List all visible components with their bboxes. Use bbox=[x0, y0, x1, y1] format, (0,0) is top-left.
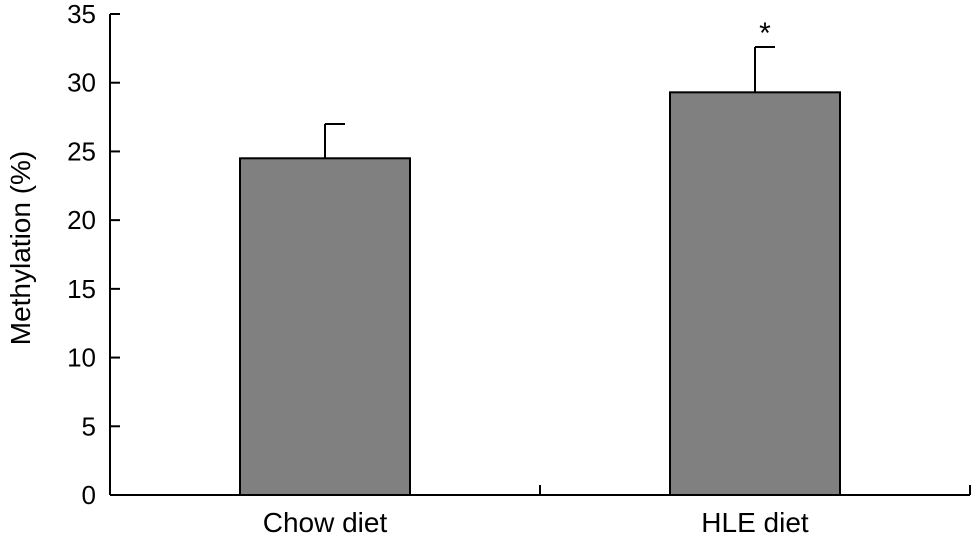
y-tick-label: 35 bbox=[67, 0, 96, 29]
y-tick-label: 5 bbox=[82, 411, 96, 441]
y-tick-label: 10 bbox=[67, 343, 96, 373]
y-axis: 0 5 10 15 20 25 30 35 bbox=[67, 0, 120, 510]
x-category-label: Chow diet bbox=[263, 507, 388, 536]
y-tick-label: 20 bbox=[67, 205, 96, 235]
y-tick-label: 30 bbox=[67, 68, 96, 98]
bar-1 bbox=[239, 157, 411, 497]
bars-group: * bbox=[239, 17, 841, 497]
y-tick-label: 15 bbox=[67, 274, 96, 304]
significance-marker: * bbox=[759, 17, 771, 50]
x-category-label: HLE diet bbox=[701, 507, 809, 536]
bar-2 bbox=[669, 91, 841, 496]
y-tick-label: 0 bbox=[82, 480, 96, 510]
y-axis-title: Methylation (%) bbox=[5, 151, 36, 346]
y-tick-label: 25 bbox=[67, 136, 96, 166]
